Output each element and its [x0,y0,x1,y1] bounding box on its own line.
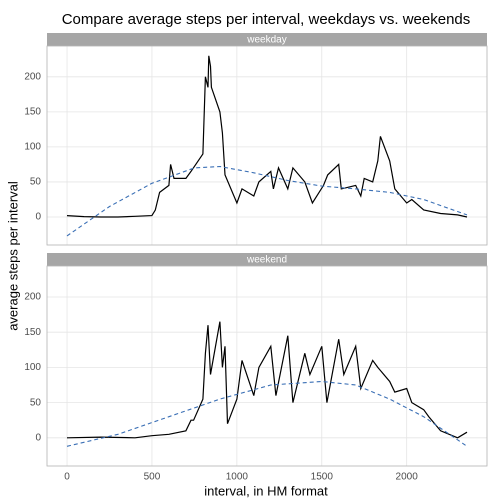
x-tick-label: 1500 [311,472,334,483]
chart-title: Compare average steps per interval, week… [62,11,471,28]
x-tick-label: 1000 [226,472,249,483]
strip-label: weekend [246,255,287,266]
x-tick-label: 0 [64,472,70,483]
line [66,55,468,218]
x-axis-label: interval, in HM format [204,483,328,498]
y-tick-label: 100 [24,362,41,373]
y-tick-label: 0 [35,432,41,443]
line [66,165,468,237]
line [66,321,468,439]
y-tick-label: 200 [24,292,41,303]
y-axis-label: average steps per interval [5,181,20,331]
panel-border [46,45,488,246]
x-tick-label: 2000 [396,472,419,483]
line [66,380,468,447]
y-tick-label: 50 [30,177,42,188]
y-tick-label: 0 [35,212,41,223]
strip [47,253,487,266]
y-tick-label: 150 [24,327,41,338]
strip-label: weekday [246,35,286,46]
x-tick-label: 500 [144,472,161,483]
y-tick-label: 150 [24,107,41,118]
y-tick-label: 200 [24,71,41,82]
panel-border [46,265,488,467]
strip [47,33,487,46]
y-tick-label: 50 [30,397,42,408]
y-tick-label: 100 [24,142,41,153]
